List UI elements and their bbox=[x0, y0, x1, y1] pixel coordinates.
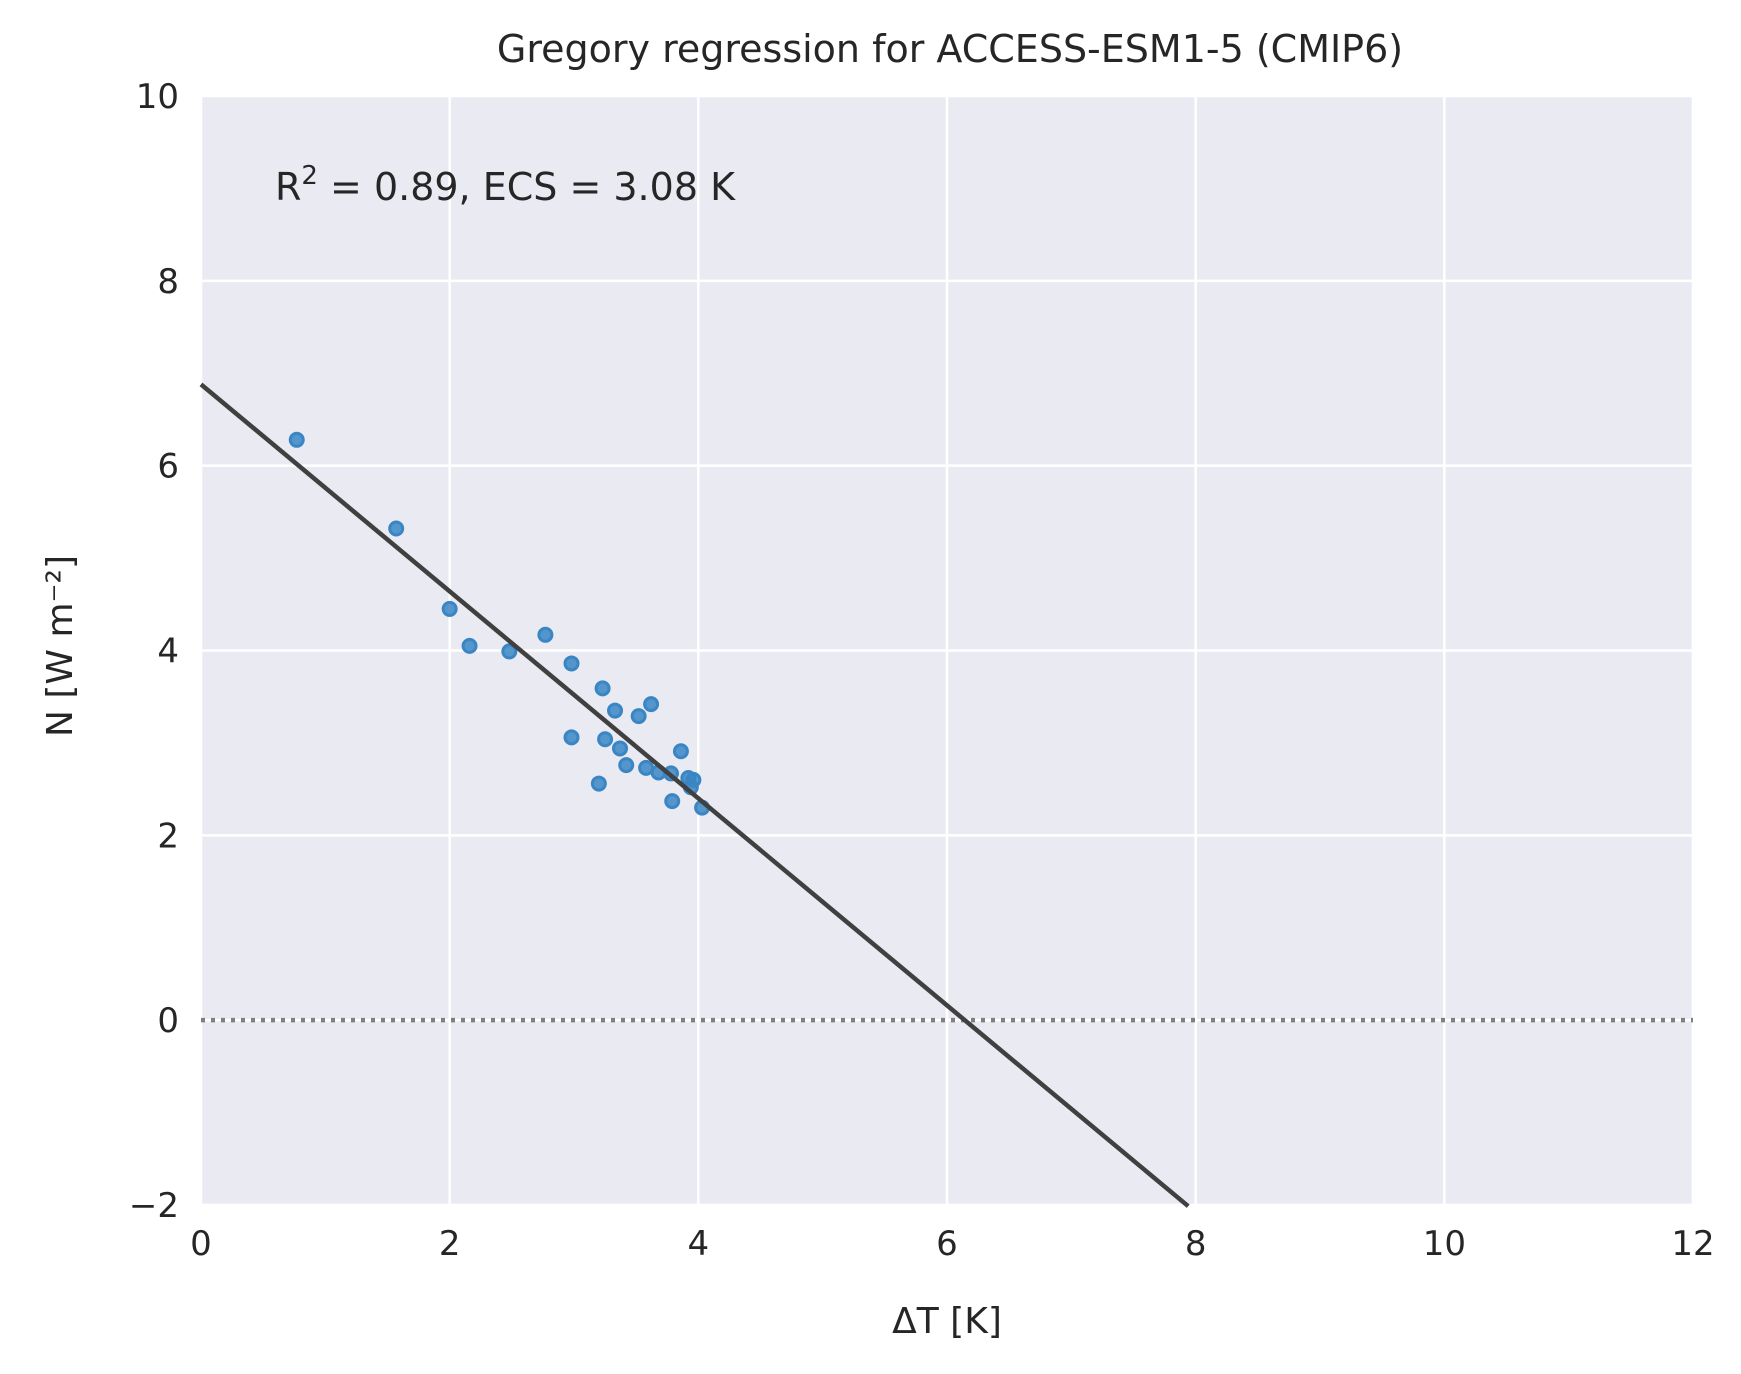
data-point bbox=[597, 731, 614, 748]
y-tick-label: 6 bbox=[157, 447, 179, 487]
y-tick-label: 0 bbox=[157, 1001, 179, 1041]
data-point bbox=[388, 520, 405, 537]
x-tick-label: 8 bbox=[1185, 1224, 1207, 1264]
data-point bbox=[537, 626, 554, 643]
data-point bbox=[501, 643, 518, 660]
data-point bbox=[288, 431, 305, 448]
annotation-r-label: R bbox=[275, 165, 301, 209]
x-tick-label: 2 bbox=[439, 1224, 461, 1264]
data-point bbox=[612, 740, 629, 757]
x-tick-label: 10 bbox=[1423, 1224, 1466, 1264]
regression-annotation: R2 = 0.89, ECS = 3.08 K bbox=[275, 161, 736, 209]
data-point bbox=[594, 680, 611, 697]
data-point bbox=[607, 702, 624, 719]
data-point bbox=[563, 655, 580, 672]
y-tick-label: 8 bbox=[157, 262, 179, 302]
data-point bbox=[672, 743, 689, 760]
y-axis-label: N [W m⁻²] bbox=[40, 555, 81, 737]
x-tick-label: 0 bbox=[190, 1224, 212, 1264]
y-tick-label: 2 bbox=[157, 816, 179, 856]
y-tick-label: 10 bbox=[136, 77, 179, 117]
data-point bbox=[441, 600, 458, 617]
y-tick-label: −2 bbox=[129, 1186, 179, 1226]
x-tick-label: 6 bbox=[936, 1224, 958, 1264]
annotation-values: = 0.89, ECS = 3.08 K bbox=[318, 165, 736, 209]
x-tick-label: 12 bbox=[1671, 1224, 1714, 1264]
data-point bbox=[664, 793, 681, 810]
x-tick-label: 4 bbox=[688, 1224, 710, 1264]
y-tick-labels: −2 0 2 4 6 8 10 bbox=[129, 77, 179, 1226]
y-tick-label: 4 bbox=[157, 632, 179, 672]
data-point bbox=[630, 708, 647, 725]
regression-line bbox=[199, 382, 1190, 1208]
x-axis-label: ΔT [K] bbox=[892, 1301, 1002, 1342]
data-point bbox=[643, 696, 660, 713]
data-point bbox=[461, 637, 478, 654]
chart-title: Gregory regression for ACCESS-ESM1-5 (CM… bbox=[497, 27, 1403, 71]
data-point bbox=[590, 775, 607, 792]
data-point bbox=[563, 729, 580, 746]
annotation-r-superscript: 2 bbox=[301, 161, 318, 191]
data-point bbox=[618, 757, 635, 774]
x-tick-labels: 0 2 4 6 8 10 12 bbox=[190, 1224, 1714, 1264]
